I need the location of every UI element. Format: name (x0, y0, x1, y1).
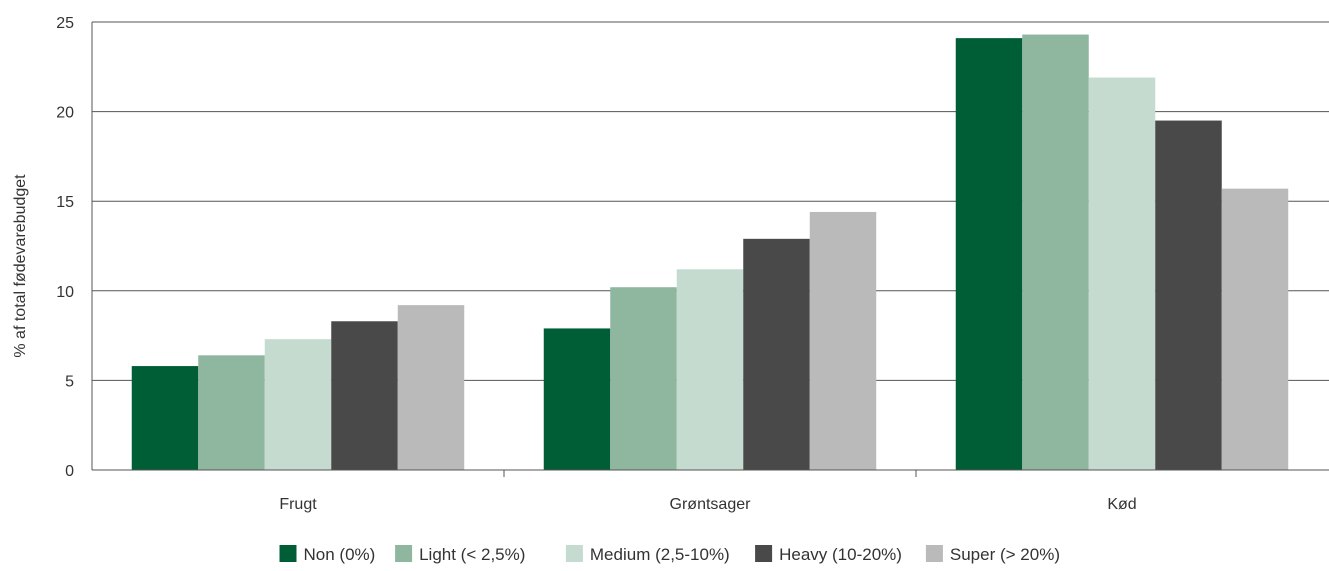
y-tick-labels: 0 5 10 15 20 25 (56, 15, 74, 480)
bar-kød-series-1 (955, 38, 1023, 471)
bar-grøntsager-series-5 (809, 211, 877, 470)
bar-kød-series-5 (1221, 188, 1289, 470)
bar-frugt-series-1 (131, 366, 199, 470)
legend-label: Non (0%) (304, 545, 376, 564)
legend-label: Super (> 20%) (950, 545, 1060, 564)
legend-label: Medium (2,5-10%) (590, 545, 730, 564)
bar-frugt-series-2 (198, 355, 265, 470)
y-tick-label: 25 (56, 15, 74, 32)
legend-swatch (279, 545, 297, 562)
bar-frugt-series-5 (397, 305, 465, 470)
legend-swatch (395, 545, 413, 562)
legend-label: Heavy (10-20%) (779, 545, 902, 564)
y-tick-label: 10 (56, 284, 74, 301)
bar-grøntsager-series-2 (610, 287, 677, 470)
bar-grøntsager-series-3 (676, 269, 744, 470)
x-tick-label: Grøntsager (670, 496, 752, 513)
bars (131, 34, 1289, 471)
bar-frugt-series-4 (331, 321, 398, 470)
bar-kød-series-4 (1155, 120, 1222, 470)
y-tick-label: 15 (56, 194, 74, 211)
x-tick-label: Kød (1107, 496, 1136, 513)
legend: Non (0%) Light (< 2,5%) Medium (2,5-10%) He… (279, 545, 1060, 564)
bar-grøntsager-series-4 (743, 238, 810, 470)
legend-swatch (755, 545, 773, 562)
legend-swatch (925, 545, 943, 562)
y-tick-label: 20 (56, 105, 74, 122)
legend-swatch (565, 545, 583, 562)
y-tick-label: 0 (65, 463, 74, 480)
axes (91, 22, 1329, 477)
bar-frugt-series-3 (264, 339, 332, 470)
x-tick-label: Frugt (279, 496, 317, 513)
y-tick-label: 5 (65, 373, 74, 390)
bar-grøntsager-series-1 (543, 328, 611, 470)
y-axis-label: % af total fødevarebudget (12, 174, 29, 358)
category-labels: Frugt Grøntsager Kød (279, 496, 1136, 513)
legend-label: Light (< 2,5%) (419, 545, 525, 564)
bar-kød-series-3 (1088, 77, 1156, 470)
bar-kød-series-2 (1022, 34, 1089, 470)
